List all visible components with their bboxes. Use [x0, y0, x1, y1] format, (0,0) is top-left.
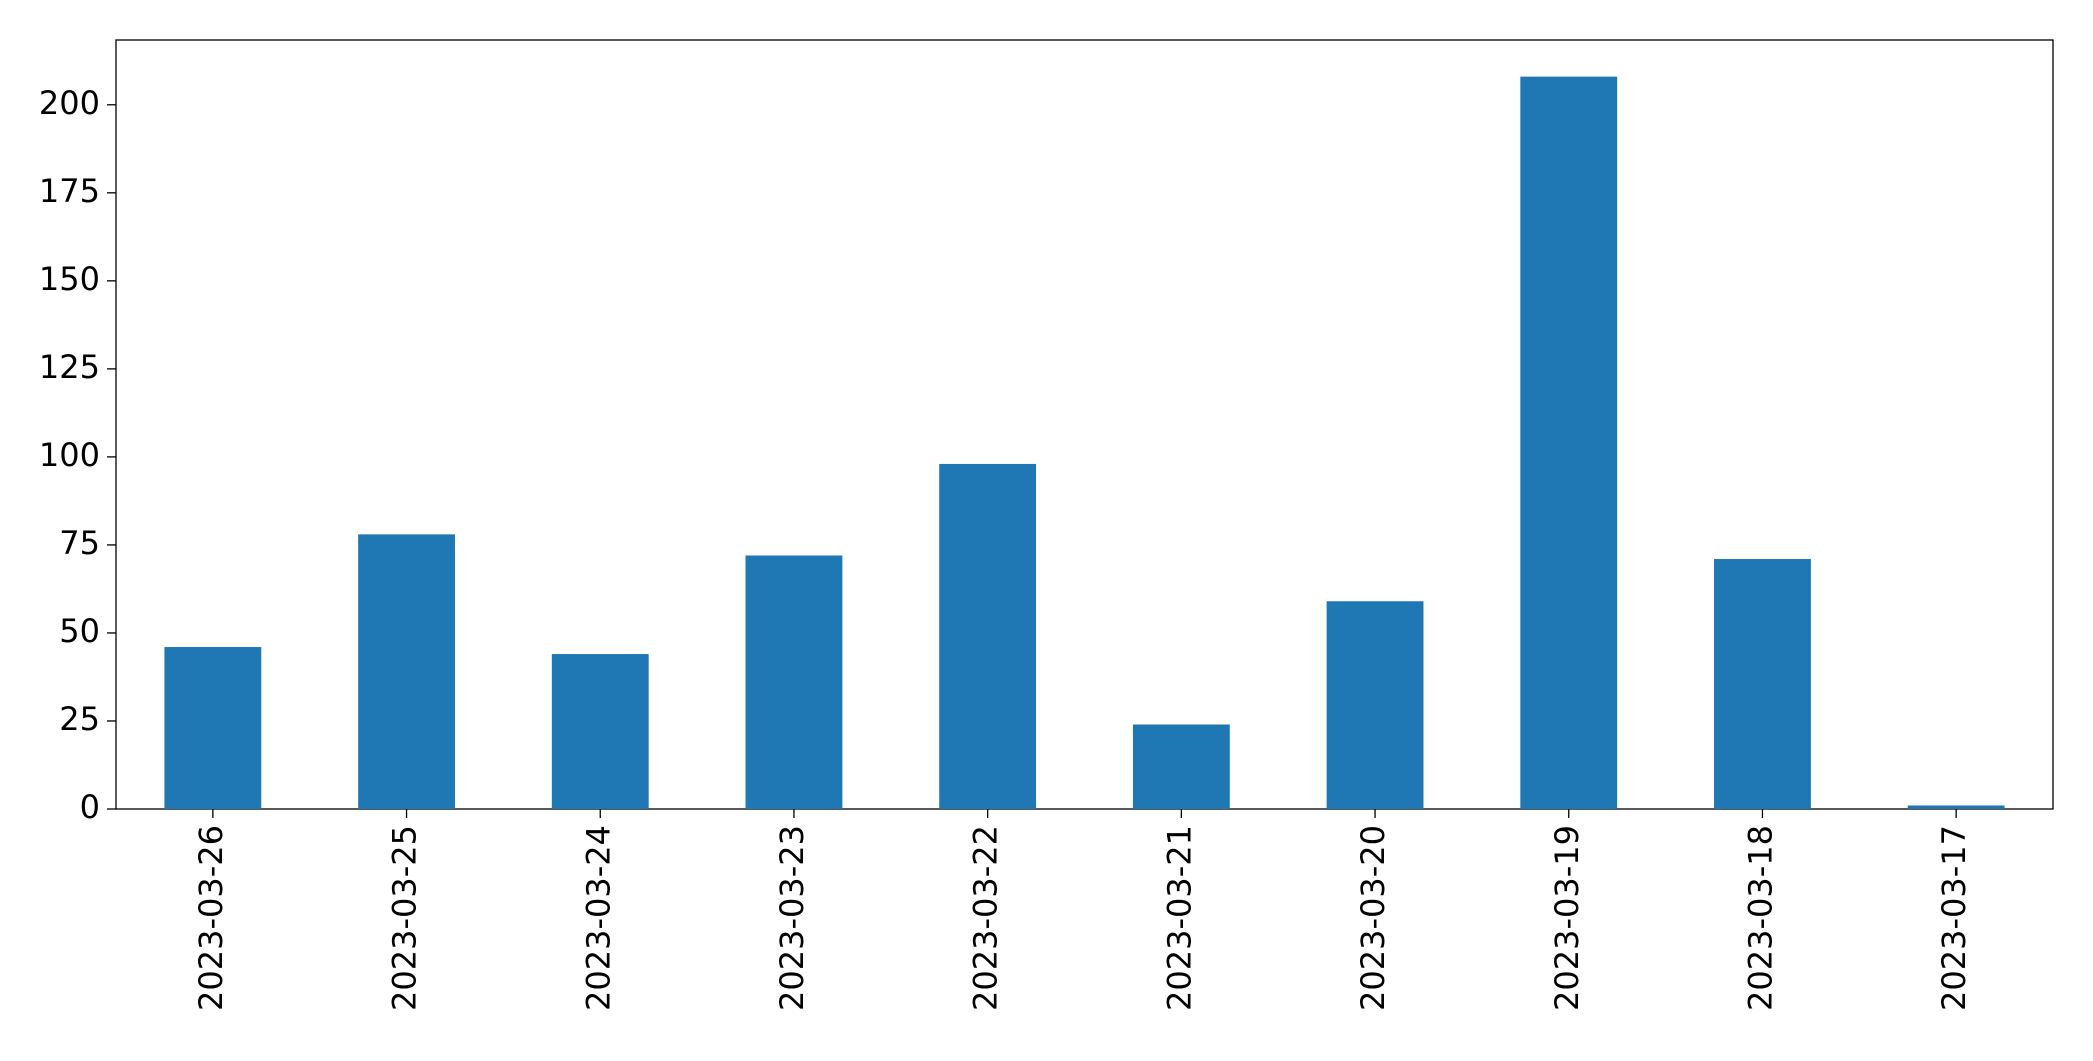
x-tick-label: 2023-03-18 [1741, 825, 1779, 1011]
y-tick-label: 150 [39, 260, 100, 298]
x-tick-label: 2023-03-19 [1548, 825, 1586, 1011]
bar [745, 555, 843, 809]
bar [1907, 805, 2005, 809]
x-tick-label: 2023-03-25 [386, 825, 424, 1011]
y-tick-label: 75 [59, 524, 100, 562]
y-tick-label: 175 [39, 172, 100, 210]
bar [1714, 559, 1811, 809]
bar [551, 654, 649, 809]
x-tick-label: 2023-03-20 [1354, 825, 1392, 1011]
y-tick-label: 125 [39, 348, 100, 386]
bar [939, 463, 1037, 809]
y-tick-label: 25 [59, 700, 100, 738]
plot-frame [115, 39, 2054, 810]
y-tick-label: 100 [39, 436, 100, 474]
y-tick-label: 50 [59, 612, 100, 650]
bar [164, 647, 262, 809]
x-tick-label: 2023-03-26 [192, 825, 230, 1011]
x-tick-label: 2023-03-24 [579, 825, 617, 1011]
bar [1520, 76, 1618, 810]
x-tick-label: 2023-03-21 [1160, 825, 1198, 1011]
y-tick-label: 0 [80, 788, 100, 826]
bar [358, 534, 455, 809]
x-tick-label: 2023-03-23 [773, 825, 811, 1011]
x-tick-label: 2023-03-22 [967, 825, 1005, 1011]
bar [1132, 724, 1230, 809]
y-tick-label: 200 [39, 84, 100, 122]
x-tick-label: 2023-03-17 [1935, 825, 1973, 1011]
bar [1326, 601, 1424, 809]
